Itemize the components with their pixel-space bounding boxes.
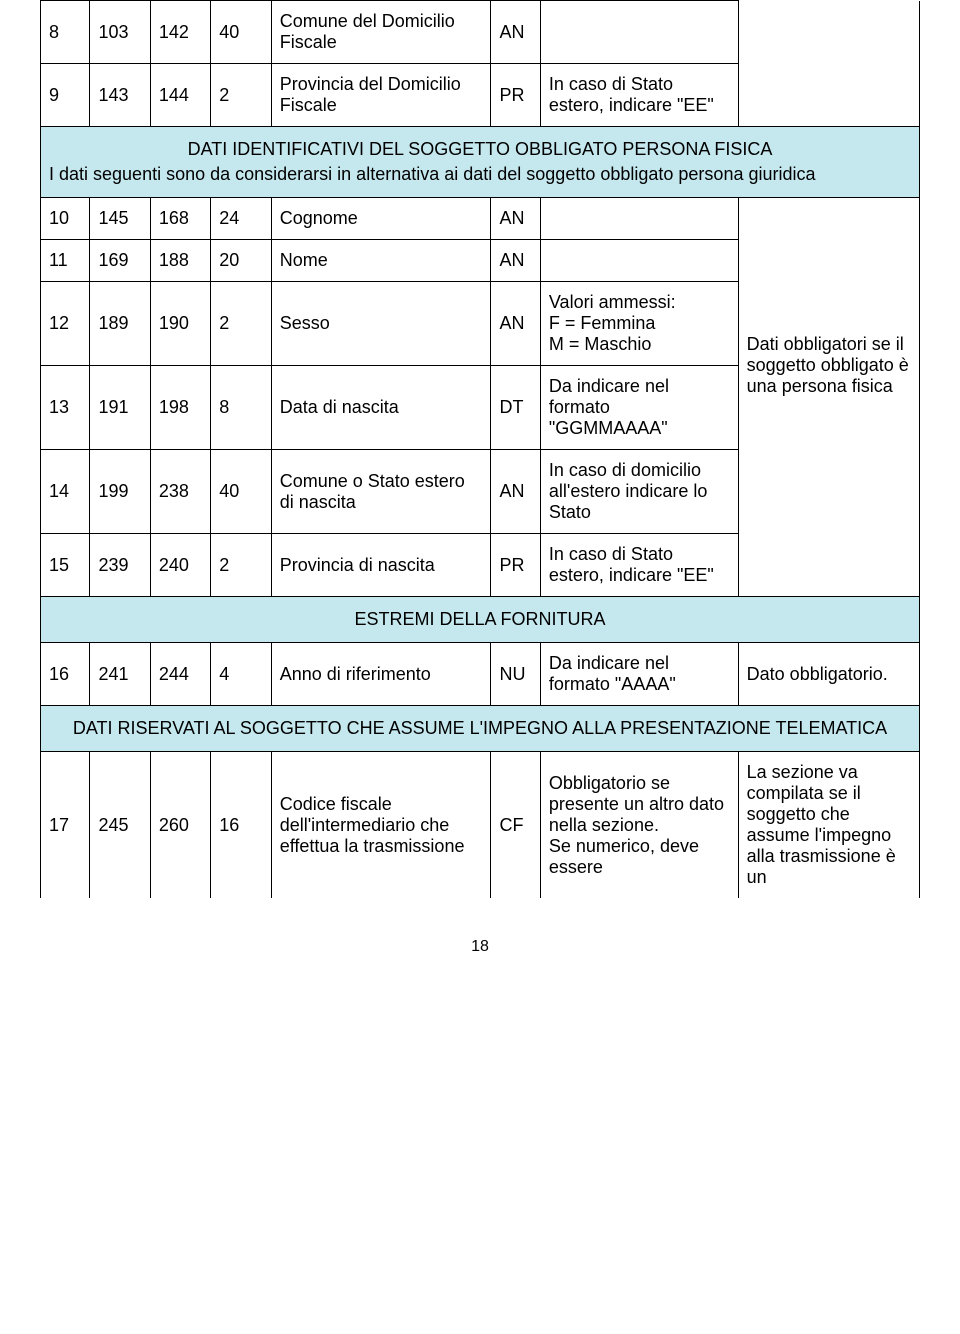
cell-note: [540, 240, 738, 282]
cell-type: AN: [491, 198, 540, 240]
section-title: DATI RISERVATI AL SOGGETTO CHE ASSUME L'…: [73, 718, 887, 738]
cell-from: 239: [90, 534, 150, 597]
cell-to: 142: [150, 1, 210, 64]
cell-num: 15: [41, 534, 90, 597]
table-row: 16 241 244 4 Anno di riferimento NU Da i…: [41, 643, 920, 706]
section-title: ESTREMI DELLA FORNITURA: [354, 609, 605, 629]
cell-note: In caso di Stato estero, indicare "EE": [540, 64, 738, 127]
cell-from: 199: [90, 450, 150, 534]
cell-type: AN: [491, 240, 540, 282]
cell-num: 11: [41, 240, 90, 282]
section-header-row: ESTREMI DELLA FORNITURA: [41, 597, 920, 643]
cell-note: Da indicare nel formato "GGMMAAAA": [540, 366, 738, 450]
cell-extra: Dati obbligatori se il soggetto obbligat…: [738, 282, 919, 450]
section-header-row: DATI IDENTIFICATIVI DEL SOGGETTO OBBLIGA…: [41, 127, 920, 198]
cell-type: PR: [491, 534, 540, 597]
cell-from: 145: [90, 198, 150, 240]
cell-note: [540, 1, 738, 64]
section-header: ESTREMI DELLA FORNITURA: [41, 597, 920, 643]
cell-desc: Provincia di nascita: [271, 534, 491, 597]
cell-desc: Sesso: [271, 282, 491, 366]
cell-type: AN: [491, 282, 540, 366]
cell-extra: Dato obbligatorio.: [738, 643, 919, 706]
table-row: 8 103 142 40 Comune del Domicilio Fiscal…: [41, 1, 920, 64]
cell-num: 14: [41, 450, 90, 534]
cell-len: 2: [211, 64, 271, 127]
cell-note: Da indicare nel formato "AAAA": [540, 643, 738, 706]
section-header-row: DATI RISERVATI AL SOGGETTO CHE ASSUME L'…: [41, 706, 920, 752]
cell-note: [540, 198, 738, 240]
cell-from: 245: [90, 752, 150, 899]
cell-num: 10: [41, 198, 90, 240]
cell-from: 103: [90, 1, 150, 64]
cell-desc: Comune o Stato estero di nascita: [271, 450, 491, 534]
cell-to: 240: [150, 534, 210, 597]
cell-desc: Comune del Domicilio Fiscale: [271, 1, 491, 64]
cell-desc: Nome: [271, 240, 491, 282]
cell-from: 189: [90, 282, 150, 366]
table-row: 14 199 238 40 Comune o Stato estero di n…: [41, 450, 920, 534]
cell-desc: Provincia del Domicilio Fiscale: [271, 64, 491, 127]
table-row: 12 189 190 2 Sesso AN Valori ammessi: F …: [41, 282, 920, 366]
page-number: 18: [40, 938, 920, 956]
cell-note: Valori ammessi: F = Femmina M = Maschio: [540, 282, 738, 366]
cell-type: CF: [491, 752, 540, 899]
cell-type: NU: [491, 643, 540, 706]
section-title: DATI IDENTIFICATIVI DEL SOGGETTO OBBLIGA…: [188, 139, 773, 159]
cell-desc: Anno di riferimento: [271, 643, 491, 706]
cell-type: DT: [491, 366, 540, 450]
document-page: 8 103 142 40 Comune del Domicilio Fiscal…: [0, 0, 960, 956]
section-header: DATI IDENTIFICATIVI DEL SOGGETTO OBBLIGA…: [41, 127, 920, 198]
cell-extra: [738, 450, 919, 597]
table-row: 10 145 168 24 Cognome AN: [41, 198, 920, 240]
cell-desc: Codice fiscale dell'intermediario che ef…: [271, 752, 491, 899]
cell-extra: [738, 198, 919, 282]
cell-extra: [738, 1, 919, 127]
section-subtitle: I dati seguenti sono da considerarsi in …: [49, 164, 911, 185]
cell-to: 144: [150, 64, 210, 127]
cell-num: 13: [41, 366, 90, 450]
cell-len: 2: [211, 282, 271, 366]
cell-desc: Cognome: [271, 198, 491, 240]
cell-note: Obbligatorio se presente un altro dato n…: [540, 752, 738, 899]
cell-extra: La sezione va compilata se il soggetto c…: [738, 752, 919, 899]
table-row: 17 245 260 16 Codice fiscale dell'interm…: [41, 752, 920, 899]
spec-table: 8 103 142 40 Comune del Domicilio Fiscal…: [40, 0, 920, 898]
cell-num: 17: [41, 752, 90, 899]
cell-note: In caso di domicilio all'estero indicare…: [540, 450, 738, 534]
cell-to: 190: [150, 282, 210, 366]
cell-from: 241: [90, 643, 150, 706]
cell-to: 260: [150, 752, 210, 899]
cell-len: 20: [211, 240, 271, 282]
cell-from: 191: [90, 366, 150, 450]
cell-num: 8: [41, 1, 90, 64]
cell-len: 8: [211, 366, 271, 450]
section-header: DATI RISERVATI AL SOGGETTO CHE ASSUME L'…: [41, 706, 920, 752]
cell-to: 238: [150, 450, 210, 534]
cell-to: 168: [150, 198, 210, 240]
cell-len: 40: [211, 1, 271, 64]
cell-from: 143: [90, 64, 150, 127]
cell-type: AN: [491, 450, 540, 534]
cell-len: 16: [211, 752, 271, 899]
cell-desc: Data di nascita: [271, 366, 491, 450]
cell-to: 198: [150, 366, 210, 450]
cell-num: 12: [41, 282, 90, 366]
cell-num: 9: [41, 64, 90, 127]
cell-from: 169: [90, 240, 150, 282]
cell-note: In caso di Stato estero, indicare "EE": [540, 534, 738, 597]
cell-len: 2: [211, 534, 271, 597]
cell-num: 16: [41, 643, 90, 706]
cell-to: 244: [150, 643, 210, 706]
cell-type: AN: [491, 1, 540, 64]
cell-len: 24: [211, 198, 271, 240]
cell-to: 188: [150, 240, 210, 282]
cell-type: PR: [491, 64, 540, 127]
cell-len: 4: [211, 643, 271, 706]
cell-len: 40: [211, 450, 271, 534]
